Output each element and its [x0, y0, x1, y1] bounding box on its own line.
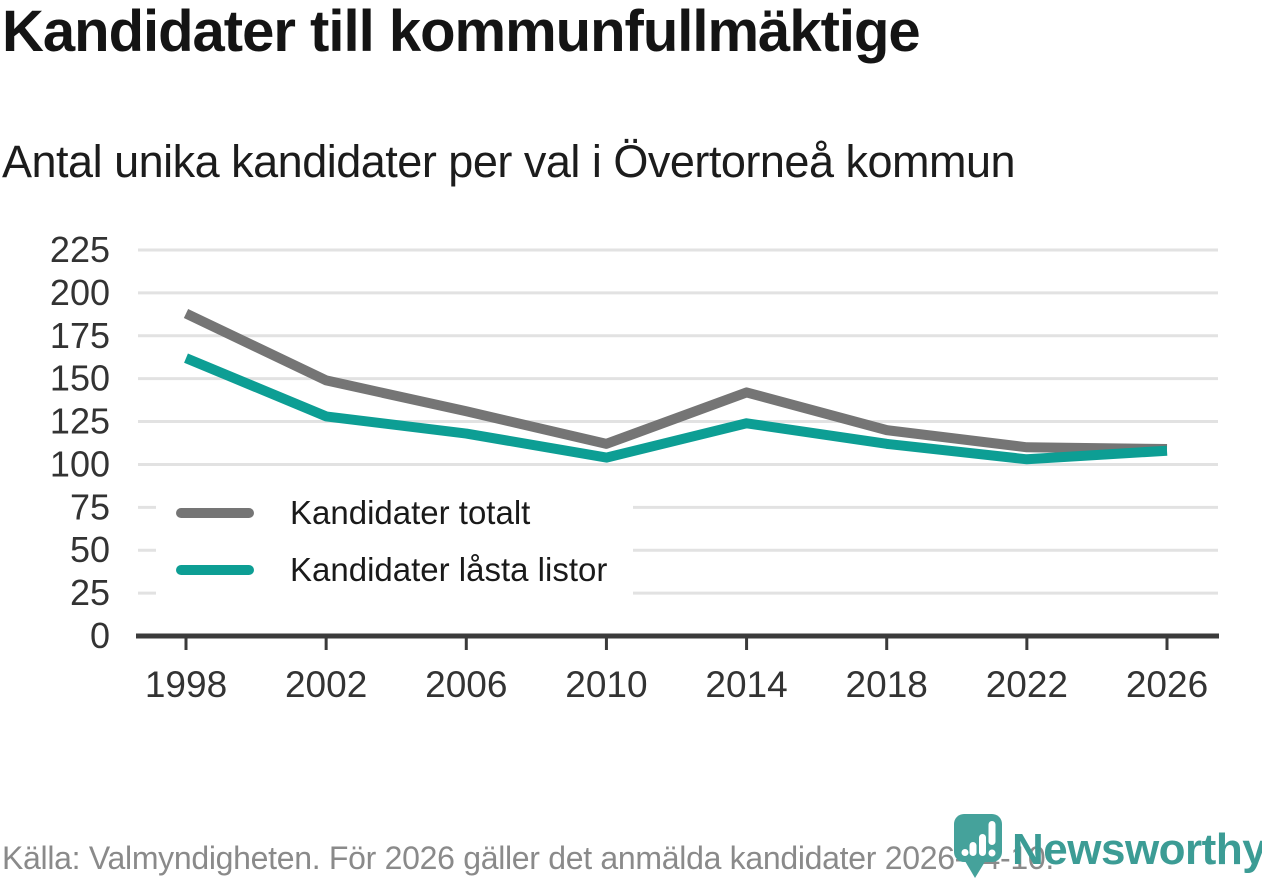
x-axis-ticks	[184, 636, 1169, 650]
svg-text:2018: 2018	[846, 664, 928, 705]
legend-swatch-total	[176, 507, 254, 518]
svg-text:125: 125	[50, 401, 110, 442]
series-line-1	[184, 353, 1168, 465]
svg-text:50: 50	[70, 529, 110, 570]
svg-text:200: 200	[50, 272, 110, 313]
svg-text:2014: 2014	[705, 664, 787, 705]
svg-text:2006: 2006	[425, 664, 507, 705]
legend-item-total: Kandidater totalt	[176, 492, 607, 533]
svg-text:2002: 2002	[285, 664, 367, 705]
svg-text:2010: 2010	[565, 664, 647, 705]
newsworthy-logo-text: Newsworthy	[1012, 825, 1262, 874]
legend-label-total: Kandidater totalt	[290, 494, 531, 531]
x-axis-labels: 1998 2002 2006 2010 2014 2018 2022 2026	[145, 664, 1208, 705]
newsworthy-logo-icon	[954, 814, 1002, 878]
legend-label-locked-lists: Kandidater låsta listor	[290, 551, 608, 589]
newsworthy-logo: Newsworthy	[948, 812, 1262, 879]
svg-text:175: 175	[50, 315, 110, 356]
svg-text:225: 225	[50, 229, 110, 270]
legend: Kandidater totalt Kandidater låsta listo…	[156, 484, 634, 603]
svg-text:0: 0	[90, 615, 110, 656]
page-subtitle: Antal unika kandidater per val i Övertor…	[2, 136, 1016, 187]
svg-text:75: 75	[70, 486, 110, 527]
svg-text:150: 150	[50, 358, 110, 399]
svg-text:2026: 2026	[1126, 664, 1208, 705]
svg-text:1998: 1998	[145, 664, 227, 705]
series-line-0	[183, 308, 1168, 455]
svg-text:100: 100	[50, 443, 110, 484]
svg-text:2022: 2022	[986, 664, 1068, 705]
legend-item-locked-lists: Kandidater låsta listor	[176, 549, 607, 590]
source-note: Källa: Valmyndigheten. För 2026 gäller d…	[2, 840, 1054, 876]
legend-swatch-locked-lists	[176, 564, 254, 575]
svg-text:25: 25	[70, 572, 110, 613]
page-title: Kandidater till kommunfullmäktige	[2, 0, 921, 64]
